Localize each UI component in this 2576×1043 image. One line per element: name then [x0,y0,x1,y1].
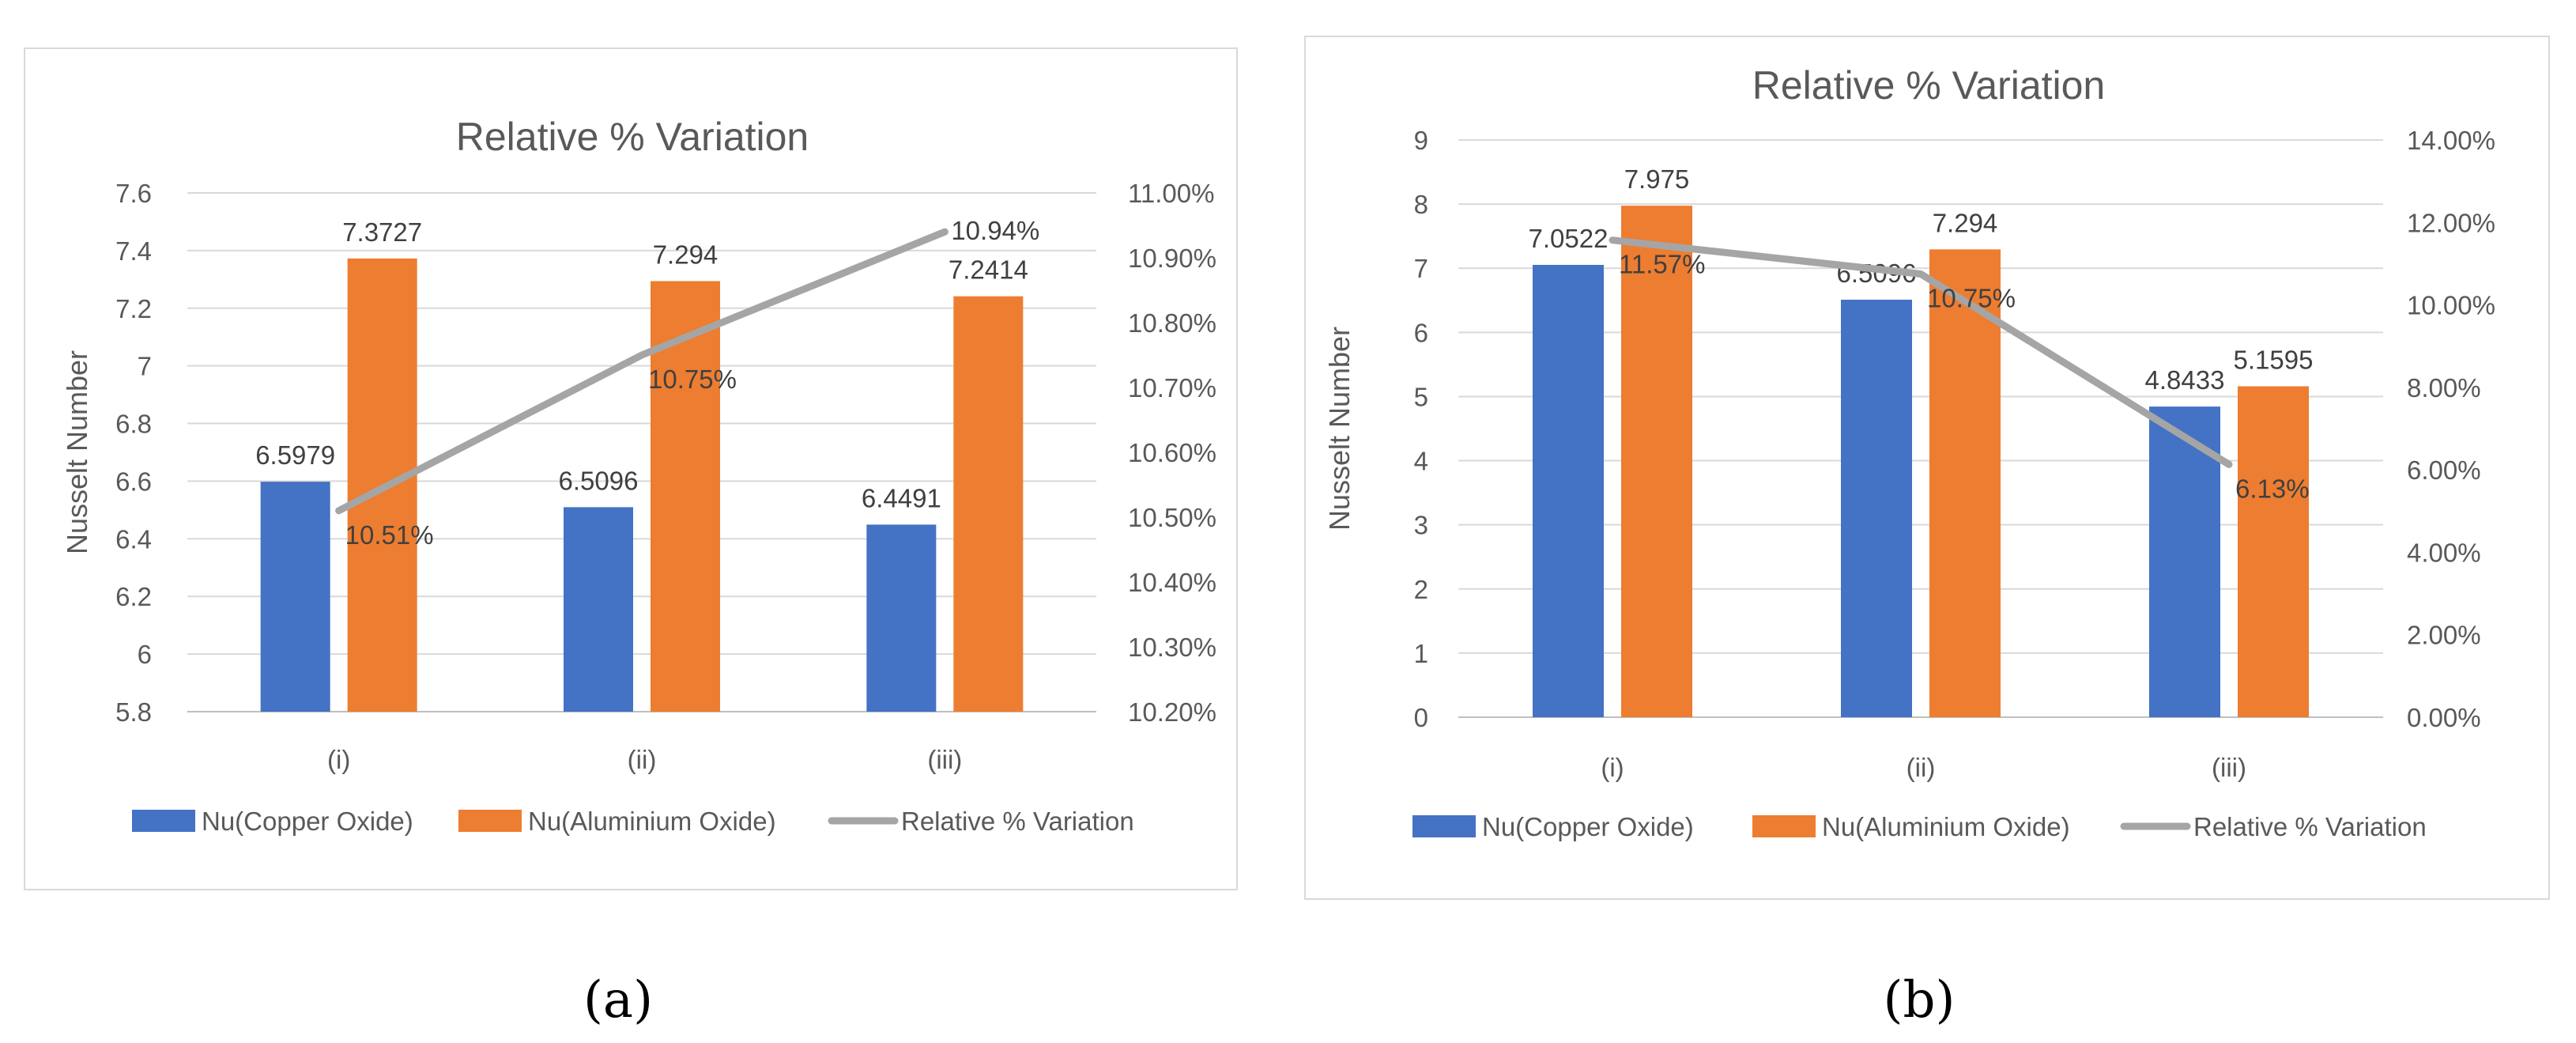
chart-a-bar-data-label: 6.4491 [862,483,941,512]
chart-a-category-label: (iii) [927,745,962,774]
chart-b-y2-tick-label: 12.00% [2407,208,2495,237]
chart-a-bar-copper-oxide [260,482,330,712]
chart-a-y-tick-label: 6.2 [115,582,152,611]
chart-b-legend-swatch [1752,815,1816,837]
chart-b-bar-aluminium-oxide [2238,386,2309,717]
chart-a-legend-entry: Nu(Copper Oxide) [202,807,413,836]
chart-b-line-data-label: 6.13% [2235,474,2310,503]
chart-b-line-relative-variation [1609,236,2233,468]
chart-b-svg: Relative % Variation 9 8 7 6 5 4 3 2 1 0 14.00% 12.0… [1323,63,2495,841]
chart-a-y2-tick-label: 11.00% [1128,179,1214,208]
chart-b-y2-tick-label: 6.00% [2407,455,2481,485]
chart-a-y2-tick-label: 10.90% [1128,244,1216,273]
chart-panel-b: Relative % Variation 9 8 7 6 5 4 3 2 1 0 14.00% 12.0… [1304,36,2550,900]
chart-b-line-data-label: 10.75% [1927,283,2016,312]
chart-b-y-tick-label: 4 [1414,447,1428,476]
chart-a-y-tick-label: 6.6 [115,467,152,496]
chart-a-y-tick-label: 5.8 [115,697,152,727]
chart-b-bar-data-label: 4.8433 [2145,365,2225,395]
chart-b-y2-tick-label: 14.00% [2407,126,2495,155]
chart-b-bar-data-label: 5.1595 [2234,346,2314,375]
chart-a-y-tick-label: 7 [138,352,152,381]
chart-b-y2-tick-label: 2.00% [2407,621,2481,650]
chart-a-svg: Relative % Variation 7.6 7.4 7.2 7 6.8 6.6 6.4 6… [61,115,1216,836]
chart-a-category-label: (i) [327,745,350,774]
chart-a-legend-swatch [458,810,522,832]
chart-b-category-label: (i) [1601,753,1624,782]
chart-b-category-label: (ii) [1907,753,1936,782]
chart-a-bar-data-label: 6.5096 [559,466,639,495]
chart-b-bar-copper-oxide [2149,406,2220,717]
chart-b-bar-copper-oxide [1533,264,1604,717]
chart-a-legend-entry: Relative % Variation [901,807,1134,836]
chart-a-line-data-label: 10.94% [951,216,1039,245]
chart-a-y2-tick-label: 10.80% [1128,308,1216,338]
chart-b-y-tick-label: 1 [1414,639,1428,668]
chart-a-y-tick-label: 6.8 [115,410,152,439]
chart-a-legend-entry: Nu(Aluminium Oxide) [528,807,776,836]
subfigure-label-a: (a) [583,971,654,1030]
chart-a-y-tick-label: 7.2 [115,294,152,323]
chart-a-bar-aluminium-oxide [953,296,1024,712]
chart-a-line-data-label: 10.51% [345,520,434,550]
chart-b-y-tick-label: 8 [1414,190,1428,219]
chart-b-y-tick-label: 9 [1414,126,1428,155]
chart-a-bar-data-label: 7.3727 [342,217,422,247]
chart-b-y2-tick-label: 0.00% [2407,703,2481,732]
chart-a-y-tick-label: 6.4 [115,524,152,554]
chart-a-y2-tick-label: 10.20% [1128,697,1216,727]
chart-a-bar-data-label: 6.5979 [255,440,335,470]
chart-a-category-label: (ii) [628,745,657,774]
chart-b-bar-data-label: 7.0522 [1529,224,1609,253]
chart-b-y-tick-label: 0 [1414,703,1428,732]
chart-a-y-tick-label: 7.4 [115,236,152,266]
chart-b-y2-tick-label: 4.00% [2407,538,2481,567]
chart-b-y-tick-label: 3 [1414,511,1428,540]
chart-b-y-tick-label: 7 [1414,254,1428,283]
chart-a-y2-tick-label: 10.40% [1128,568,1216,597]
chart-a-legend-swatch [132,810,195,832]
chart-b-y-tick-label: 2 [1414,575,1428,604]
chart-b-legend-swatch [1412,815,1476,837]
chart-b-legend-entry: Nu(Aluminium Oxide) [1822,812,2070,841]
chart-a-y2-tick-label: 10.70% [1128,373,1216,402]
chart-a-bar-aluminium-oxide [651,281,720,712]
chart-b-line-data-label: 11.57% [1619,250,1705,279]
chart-b-y-tick-label: 6 [1414,318,1428,347]
chart-a-y2-tick-label: 10.60% [1128,438,1216,467]
chart-b-y2-tick-label: 8.00% [2407,373,2481,402]
chart-b-legend-entry: Nu(Copper Oxide) [1482,812,1694,841]
chart-a-title: Relative % Variation [456,115,809,159]
chart-a-y-tick-label: 7.6 [115,179,152,208]
chart-a-line-data-label: 10.75% [648,365,737,394]
chart-b-bar-data-label: 7.975 [1624,164,1690,194]
chart-a-bar-data-label: 7.294 [653,240,718,270]
chart-b-bar-data-label: 7.294 [1933,208,1998,237]
chart-b-legend-entry: Relative % Variation [2193,812,2427,841]
chart-a-y2-tick-label: 10.50% [1128,503,1216,532]
chart-a-y-axis-title: Nusselt Number [61,350,93,554]
chart-a-y2-tick-label: 10.30% [1128,633,1216,662]
subfigure-label-b: (b) [1883,971,1956,1030]
chart-b-bar-copper-oxide [1841,299,1912,717]
chart-b-bar-aluminium-oxide [1929,249,2001,717]
chart-a-line-relative-variation [335,228,949,515]
chart-a-y-tick-label: 6 [138,640,152,669]
chart-b-y-axis-title: Nusselt Number [1323,327,1356,531]
chart-a-bar-data-label: 7.2414 [949,255,1028,285]
chart-panel-a: Relative % Variation 7.6 7.4 7.2 7 6.8 6.6 6.4 6… [24,47,1238,890]
chart-b-title: Relative % Variation [1752,63,2106,108]
chart-b-bar-aluminium-oxide [1621,206,1692,717]
chart-a-bar-copper-oxide [564,507,633,712]
chart-a-bar-copper-oxide [866,524,937,712]
chart-b-y2-tick-label: 10.00% [2407,291,2495,320]
chart-b-y-tick-label: 5 [1414,382,1428,411]
chart-b-category-label: (iii) [2212,753,2246,782]
